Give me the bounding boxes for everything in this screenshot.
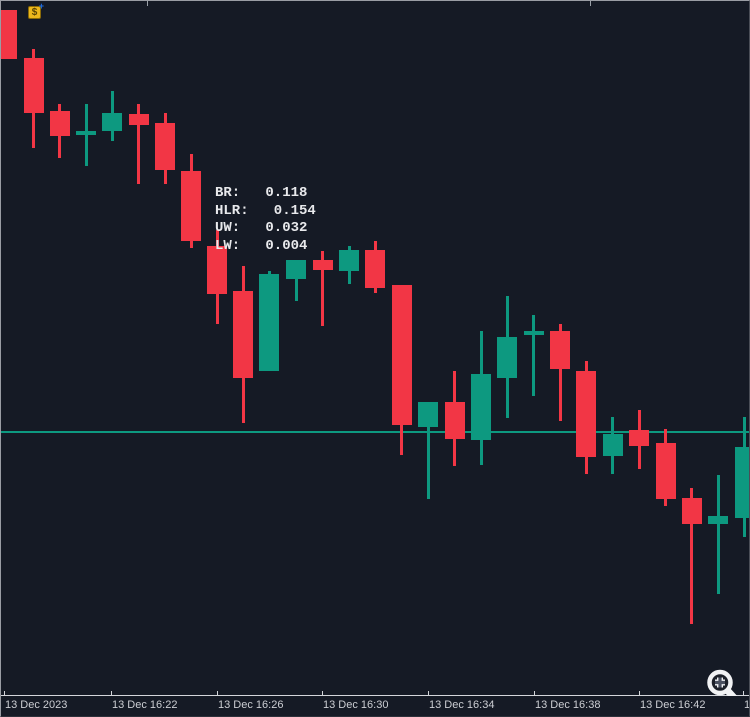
candle-body: [102, 113, 123, 131]
time-axis-label: 13 Dec 16:38: [535, 699, 601, 711]
candle-body: [523, 331, 544, 335]
time-axis-tick: [534, 691, 535, 695]
candle-wick: [321, 251, 325, 326]
candle-body: [181, 171, 202, 241]
candle-body: [207, 246, 227, 294]
candle-wick: [558, 324, 562, 421]
candle-body: [444, 402, 465, 439]
candle-body: [49, 111, 70, 136]
period-separator-tick: [590, 1, 591, 6]
candlestick-chart[interactable]: BR: 0.118 HLR: 0.154 UW: 0.032 LW: 0.004 $ …: [1, 1, 749, 696]
candle-wick: [84, 104, 88, 166]
time-axis-tick: [217, 691, 218, 695]
candle-body: [259, 274, 279, 371]
candle-body: [471, 374, 491, 440]
time-axis-tick: [639, 691, 640, 695]
candle-body: [1, 10, 17, 59]
candle-body: [734, 447, 749, 518]
candle-body: [497, 337, 518, 378]
candle-body: [391, 285, 412, 425]
time-axis-label: 13 Dec 2023: [5, 699, 68, 711]
time-axis-label: 13 Dec 16:30: [323, 699, 389, 711]
time-axis[interactable]: 13 Dec 2023 13 Dec 16:22 13 Dec 16:26 13 De…: [1, 691, 750, 716]
time-axis-label: 13 Dec 16:26: [218, 699, 284, 711]
candle-body: [655, 443, 676, 499]
candle-body: [339, 250, 359, 271]
candle-wick: [426, 402, 430, 499]
time-axis-label: 13 Dec 16:34: [429, 699, 495, 711]
candle-wick: [137, 104, 141, 184]
time-axis-label: 13 Dec 16:42: [640, 699, 706, 711]
comment-line: LW: 0.004: [215, 237, 308, 254]
time-axis-tick: [743, 691, 744, 695]
candle-body: [23, 58, 44, 113]
time-axis-label: 13: [744, 699, 750, 711]
time-axis-tick: [4, 691, 5, 695]
comment-line: UW: 0.032: [215, 220, 308, 236]
script-icon[interactable]: $ +: [28, 1, 44, 19]
candle-body: [128, 114, 149, 125]
candle-body: [576, 371, 597, 457]
candle-wick: [690, 488, 694, 624]
candle-body: [233, 291, 254, 378]
candle-body: [602, 434, 623, 456]
indicator-comment: BR: 0.118 HLR: 0.154 UW: 0.032 LW: 0.004: [215, 185, 316, 255]
plus-badge-icon: +: [38, 1, 44, 11]
candle-body: [418, 402, 438, 427]
candle-wick: [716, 475, 720, 594]
candle-body: [312, 260, 333, 270]
indicator-horizontal-line[interactable]: [1, 431, 749, 433]
comment-line: BR: 0.118: [215, 185, 308, 201]
candle-body: [708, 516, 729, 524]
zoom-in-cursor-icon: [707, 669, 738, 696]
time-axis-tick: [111, 691, 112, 695]
candle-wick: [294, 260, 298, 301]
candle-body: [286, 260, 306, 279]
candle-body: [365, 250, 386, 288]
candle-body: [155, 123, 175, 170]
candle-body: [681, 498, 702, 524]
time-axis-label: 13 Dec 16:22: [112, 699, 178, 711]
time-axis-tick: [322, 691, 323, 695]
candle-body: [629, 430, 650, 446]
candles-layer: [1, 1, 749, 696]
candle-body: [76, 131, 96, 135]
period-separator-tick: [147, 1, 148, 6]
candle-body: [550, 331, 570, 369]
comment-line: HLR: 0.154: [215, 202, 316, 219]
dollar-icon: $: [28, 6, 41, 19]
candle-wick: [532, 315, 536, 396]
time-axis-tick: [428, 691, 429, 695]
